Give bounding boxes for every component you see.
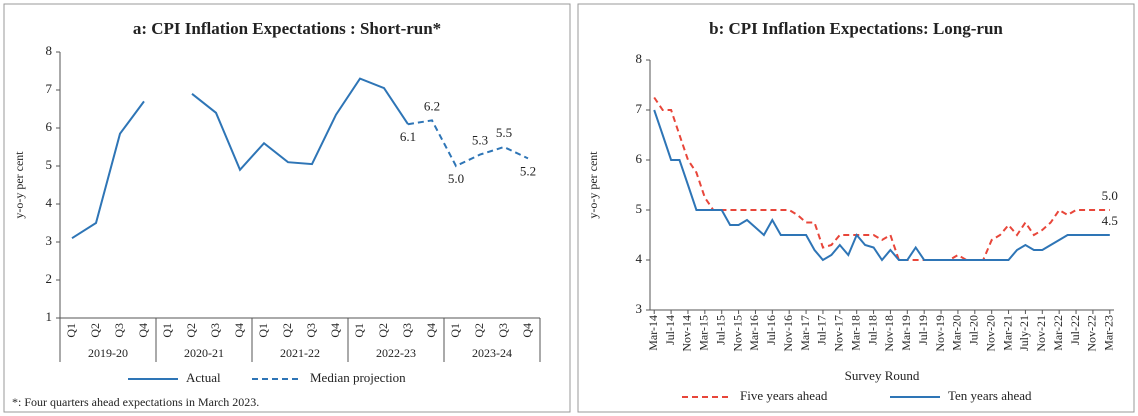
x-tick-label: Jul-15 (713, 315, 727, 345)
x-tick-label: Nov-16 (781, 315, 795, 352)
data-label: 6.2 (424, 98, 440, 113)
y-tick-label: 8 (46, 43, 53, 58)
x-tick-label: Q1 (64, 323, 78, 338)
x-tick-label: Q2 (472, 323, 486, 338)
x-tick-label: Nov-14 (680, 315, 694, 352)
x-tick-label: Mar-18 (848, 315, 862, 351)
group-label: 2023-24 (472, 346, 512, 360)
chart-title: b: CPI Inflation Expectations: Long-run (709, 19, 1003, 38)
x-tick-label: Q1 (160, 323, 174, 338)
data-label: 6.1 (400, 129, 416, 144)
y-axis-label: y-o-y per cent (586, 151, 600, 219)
x-tick-label: Q2 (376, 323, 390, 338)
x-tick-label: Q4 (520, 323, 534, 338)
data-label: 4.5 (1102, 213, 1118, 228)
x-axis-label: Survey Round (845, 368, 920, 383)
group-label: 2019-20 (88, 346, 128, 360)
y-tick-label: 4 (46, 195, 53, 210)
x-tick-label: Mar-21 (1000, 315, 1014, 351)
data-label: 5.2 (520, 163, 536, 178)
y-tick-label: 7 (46, 81, 53, 96)
data-label: 5.3 (472, 133, 488, 148)
series-line (407, 119, 529, 168)
y-tick-label: 5 (636, 201, 643, 216)
x-tick-label: Jul-17 (815, 315, 829, 345)
x-tick-label: Q3 (208, 323, 222, 338)
x-tick-label: Jul-22 (1068, 315, 1082, 345)
x-tick-label: Nov-22 (1085, 315, 1099, 352)
legend-label: Ten years ahead (948, 388, 1032, 403)
x-tick-label: Jul-20 (967, 315, 981, 345)
x-tick-label: Jul-18 (865, 315, 879, 345)
legend-label: Median projection (310, 370, 406, 385)
x-tick-label: Mar-22 (1051, 315, 1065, 351)
legend-label: Actual (186, 370, 221, 385)
x-tick-label: Q4 (232, 323, 246, 338)
y-tick-label: 3 (46, 233, 53, 248)
group-label: 2021-22 (280, 346, 320, 360)
x-tick-label: Q4 (328, 323, 342, 338)
x-tick-label: Mar-15 (697, 315, 711, 351)
x-tick-label: Q3 (304, 323, 318, 338)
y-tick-label: 1 (46, 309, 53, 324)
x-tick-label: Q4 (136, 323, 150, 338)
legend-label: Five years ahead (740, 388, 828, 403)
x-tick-label: Q1 (352, 323, 366, 338)
x-tick-label: Q3 (112, 323, 126, 338)
x-tick-label: Q1 (256, 323, 270, 338)
y-tick-label: 4 (636, 251, 643, 266)
x-tick-label: Q3 (400, 323, 414, 338)
y-tick-label: 6 (46, 119, 53, 134)
data-label: 5.5 (496, 125, 512, 140)
x-tick-label: Q1 (448, 323, 462, 338)
panel-a-frame (3, 3, 571, 413)
series-line (653, 109, 1110, 262)
x-tick-label: Q3 (496, 323, 510, 338)
x-tick-label: Mar-23 (1102, 315, 1116, 351)
x-tick-label: Jul-19 (916, 315, 930, 345)
y-tick-label: 8 (636, 51, 643, 66)
y-tick-label: 5 (46, 157, 53, 172)
y-tick-label: 2 (46, 271, 53, 286)
x-tick-label: Nov-19 (933, 315, 947, 352)
x-tick-label: Mar-17 (798, 315, 812, 351)
x-tick-label: Q4 (424, 323, 438, 338)
x-tick-label: July-21 (1017, 315, 1031, 351)
x-tick-label: Q2 (184, 323, 198, 338)
group-label: 2020-21 (184, 346, 224, 360)
group-label: 2022-23 (376, 346, 416, 360)
y-tick-label: 3 (636, 301, 643, 316)
x-tick-label: Q2 (280, 323, 294, 338)
y-tick-label: 6 (636, 151, 643, 166)
x-tick-label: Mar-14 (646, 315, 660, 351)
x-tick-label: Nov-15 (730, 315, 744, 352)
y-axis-label: y-o-y per cent (12, 151, 26, 219)
series-line (653, 96, 1110, 261)
x-tick-label: Nov-21 (1034, 315, 1048, 352)
x-tick-label: Nov-18 (882, 315, 896, 352)
data-label: 5.0 (448, 171, 464, 186)
chart-title: a: CPI Inflation Expectations : Short-ru… (133, 19, 441, 38)
data-label: 5.0 (1102, 188, 1118, 203)
x-tick-label: Mar-16 (747, 315, 761, 351)
footnote: *: Four quarters ahead expectations in M… (12, 395, 259, 409)
x-tick-label: Mar-19 (899, 315, 913, 351)
x-tick-label: Mar-20 (950, 315, 964, 351)
x-tick-label: Q2 (88, 323, 102, 338)
series-line (71, 77, 409, 240)
x-tick-label: Nov-20 (983, 315, 997, 352)
x-tick-label: Nov-17 (832, 315, 846, 352)
y-tick-label: 7 (636, 101, 643, 116)
panel-b-frame (577, 3, 1135, 413)
x-tick-label: Jul-16 (764, 315, 778, 345)
x-tick-label: Jul-14 (663, 315, 677, 345)
